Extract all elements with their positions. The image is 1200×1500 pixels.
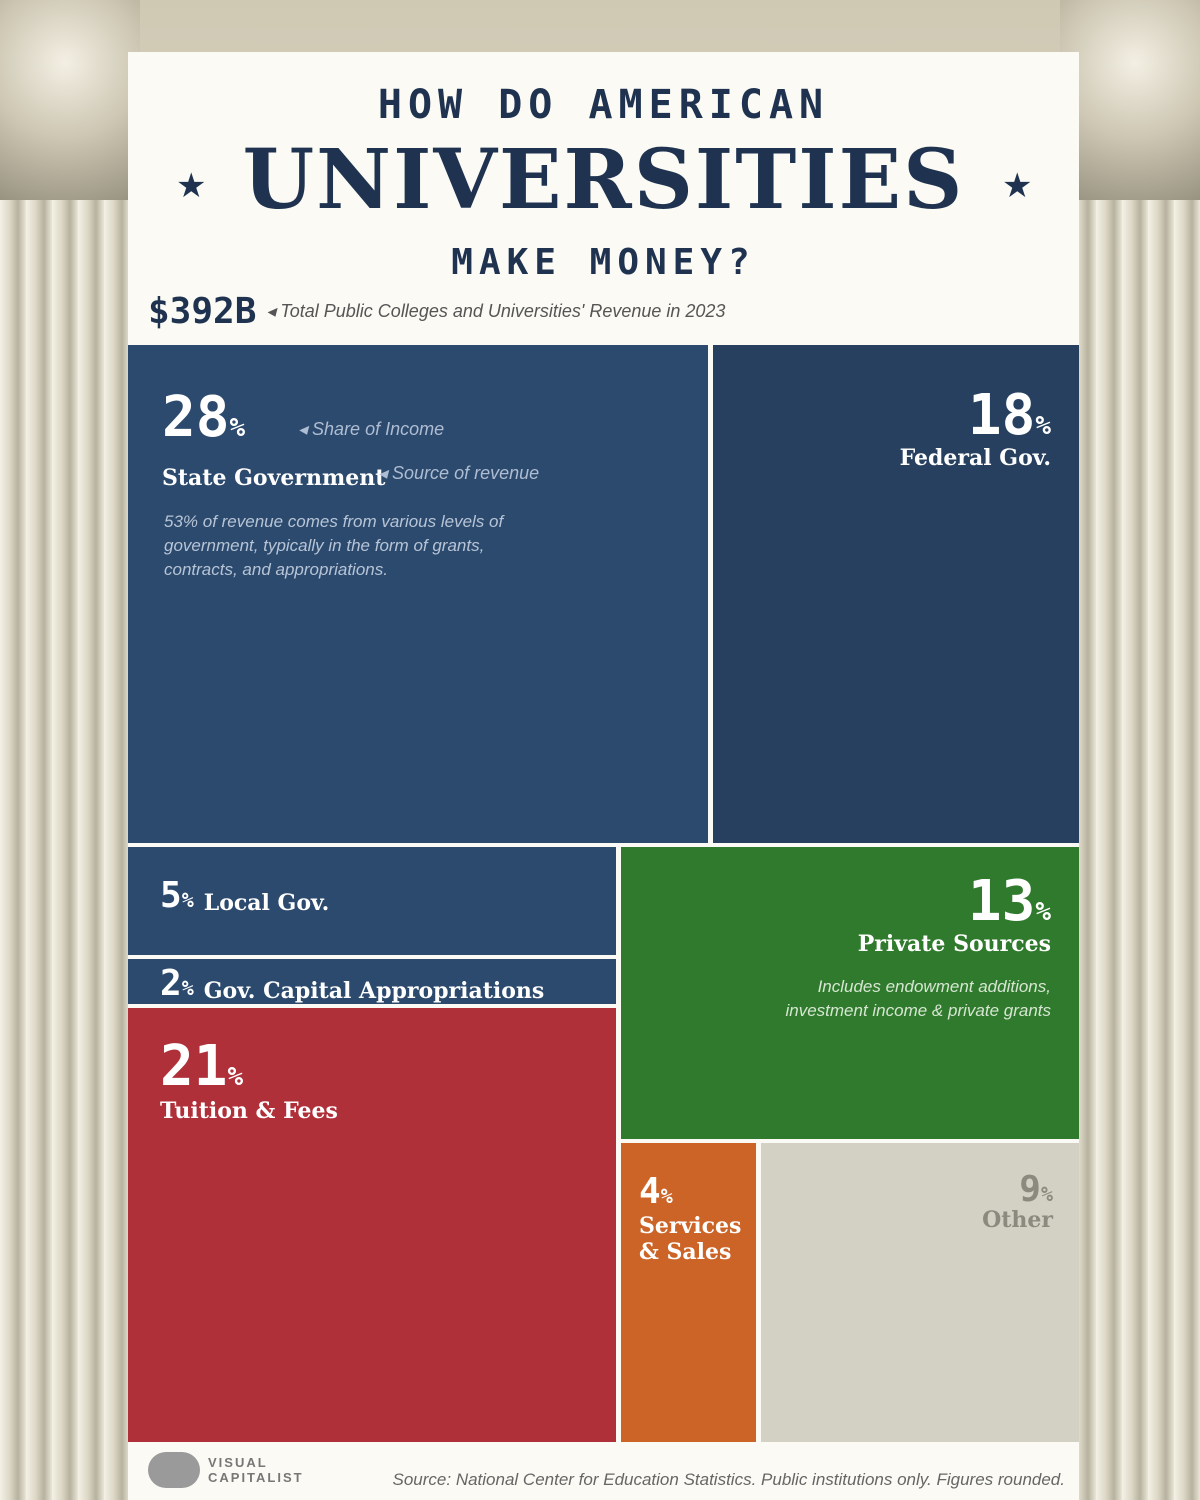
tile-state-government: State Government 28% 53% of revenue comes … xyxy=(128,345,708,843)
right-shaft xyxy=(1070,200,1200,1500)
logo-line-2: CAPITALIST xyxy=(208,1470,304,1485)
tile-value: 21% xyxy=(160,1034,244,1099)
visual-capitalist-logo: VISUAL CAPITALIST xyxy=(148,1452,304,1488)
left-column-decoration xyxy=(0,0,140,1500)
total-revenue: $392B ◂ Total Public Colleges and Univer… xyxy=(148,289,725,333)
tile-label: Services & Sales xyxy=(639,1213,742,1265)
title-line-2: UNIVERSITIES xyxy=(242,132,965,228)
tile-note: 53% of revenue comes from various levels… xyxy=(164,512,504,579)
tile-services-sales: Services & Sales 4% xyxy=(621,1143,756,1442)
left-shaft xyxy=(0,200,130,1500)
tile-value: 18% xyxy=(967,383,1051,448)
star-icon-right: ★ xyxy=(1002,167,1033,205)
annotation-share: ◂ Share of Income xyxy=(298,419,445,439)
tile-value: 9% xyxy=(1019,1169,1053,1210)
tile-note: Includes endowment additions, investment… xyxy=(785,977,1051,1020)
tile-value: 5% Local Gov. xyxy=(160,875,330,916)
content-panel: HOW DO AMERICAN ★ UNIVERSITIES ★ MAKE MO… xyxy=(128,52,1079,1500)
annotation-source: ◂ Source of revenue xyxy=(378,463,540,483)
title-line-3: MAKE MONEY? xyxy=(451,242,756,283)
star-icon-left: ★ xyxy=(176,167,207,205)
tile-other: Other 9% xyxy=(761,1143,1079,1442)
source-note: Source: National Center for Education St… xyxy=(392,1470,1065,1489)
tile-label: Other xyxy=(982,1207,1053,1233)
tile-value: 4% xyxy=(639,1171,673,1212)
total-revenue-annotation: ◂ Total Public Colleges and Universities… xyxy=(266,300,726,321)
tile-label: Local Gov. xyxy=(203,889,330,916)
tile-label: Private Sources xyxy=(857,931,1051,957)
left-capital xyxy=(0,0,140,210)
right-capital xyxy=(1060,0,1200,210)
tile-label: State Government xyxy=(162,465,386,491)
tile-federal-gov: Federal Gov. 18% xyxy=(713,345,1079,843)
tile-label: Federal Gov. xyxy=(899,445,1051,471)
title-line-1: HOW DO AMERICAN xyxy=(377,82,830,128)
tile-value: 28% xyxy=(162,385,246,450)
tile-private-sources: Private Sources 13% Includes endowment add… xyxy=(621,847,1079,1139)
tile-gov-capital-appropriations: 2% Gov. Capital Appropriations xyxy=(128,959,616,1004)
right-column-decoration xyxy=(1060,0,1200,1500)
tile-tuition-fees: Tuition & Fees 21% xyxy=(128,1008,616,1442)
logo-line-1: VISUAL xyxy=(208,1455,268,1470)
logo-icon xyxy=(148,1452,200,1488)
tile-value: 2% Gov. Capital Appropriations xyxy=(160,963,545,1004)
total-revenue-value: $392B xyxy=(148,290,257,332)
tile-label: Gov. Capital Appropriations xyxy=(203,977,545,1004)
tile-local-gov: 5% Local Gov. xyxy=(128,847,616,955)
tile-label: Tuition & Fees xyxy=(160,1098,338,1124)
tile-value: 13% xyxy=(967,869,1051,934)
